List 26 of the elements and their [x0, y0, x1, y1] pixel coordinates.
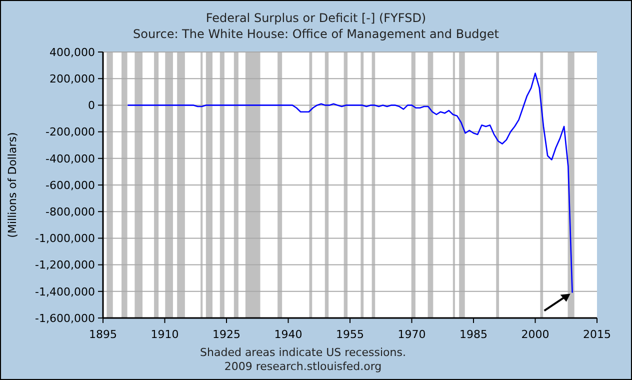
- x-tick-label: 1955: [336, 328, 364, 341]
- chart-title: Federal Surplus or Deficit [-] (FYFSD): [206, 11, 426, 25]
- y-tick-label: -400,000: [46, 152, 95, 166]
- line-series: [127, 72, 573, 294]
- y-tick-label: -800,000: [46, 205, 95, 218]
- y-tick-label: -200,000: [46, 126, 95, 139]
- y-tick-label: 0: [88, 99, 95, 112]
- x-tick-label: 1970: [398, 328, 426, 341]
- x-tick-label: 1940: [274, 328, 302, 341]
- y-tick-label: -600,000: [46, 178, 95, 192]
- x-tick-label: 1925: [212, 328, 240, 341]
- y-tick-label: -1,200,000: [35, 258, 95, 272]
- x-tick-label: 1985: [460, 328, 488, 341]
- y-tick-label: 200,000: [50, 72, 95, 86]
- y-axis-title: (Millions of Dollars): [6, 132, 19, 238]
- text: Shaded areas indicate US recessions.: [200, 346, 406, 359]
- y-tick-label: -1,600,000: [35, 312, 95, 325]
- x-tick-label: 1910: [150, 328, 179, 341]
- text: 2009 research.stlouisfed.org: [224, 360, 382, 373]
- chart-subtitle: Source: The White House: Office of Management and Budget: [132, 27, 500, 41]
- x-tick-label: 2000: [521, 328, 550, 341]
- y-tick-label: 400,000: [50, 46, 95, 59]
- y-tick-label: -1,000,000: [35, 232, 95, 246]
- y-tick-label: -1,400,000: [35, 285, 95, 298]
- x-tick-label: 2015: [583, 328, 611, 341]
- x-tick-label: 1895: [89, 328, 117, 341]
